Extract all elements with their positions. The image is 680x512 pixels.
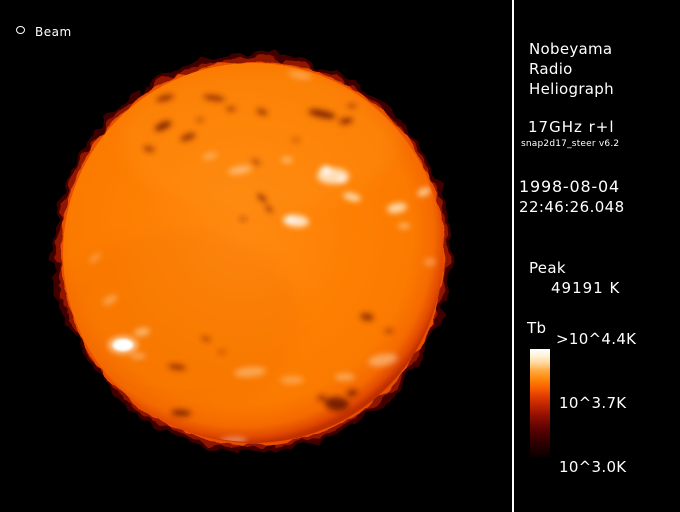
solar-disk-image: [54, 54, 452, 452]
colorbar-max-label: >10^4.4K: [556, 330, 637, 348]
colorbar-min-label: 10^3.0K: [559, 458, 627, 476]
beam-size-icon: [16, 26, 25, 34]
observation-time: 22:46:26.048: [519, 198, 625, 216]
instrument-name-line2: Radio: [529, 60, 573, 78]
instrument-name-line3: Heliograph: [529, 80, 614, 98]
peak-label: Peak: [529, 259, 566, 277]
peak-value: 49191 K: [551, 279, 621, 297]
software-version: snap2d17_steer v6.2: [521, 139, 620, 149]
instrument-name-line1: Nobeyama: [529, 40, 613, 58]
colorbar-mid-label: 10^3.7K: [559, 394, 627, 412]
beam-label: Beam: [35, 25, 72, 39]
panel-divider: [512, 0, 514, 512]
bright-plage-features: [89, 70, 436, 442]
colorbar-title: Tb: [527, 319, 547, 337]
colorbar-gradient: [530, 349, 550, 457]
observation-frequency-polarization: 17GHz r+l: [528, 118, 615, 136]
observation-date: 1998-08-04: [519, 177, 620, 196]
bright-flare-source: [108, 336, 146, 359]
